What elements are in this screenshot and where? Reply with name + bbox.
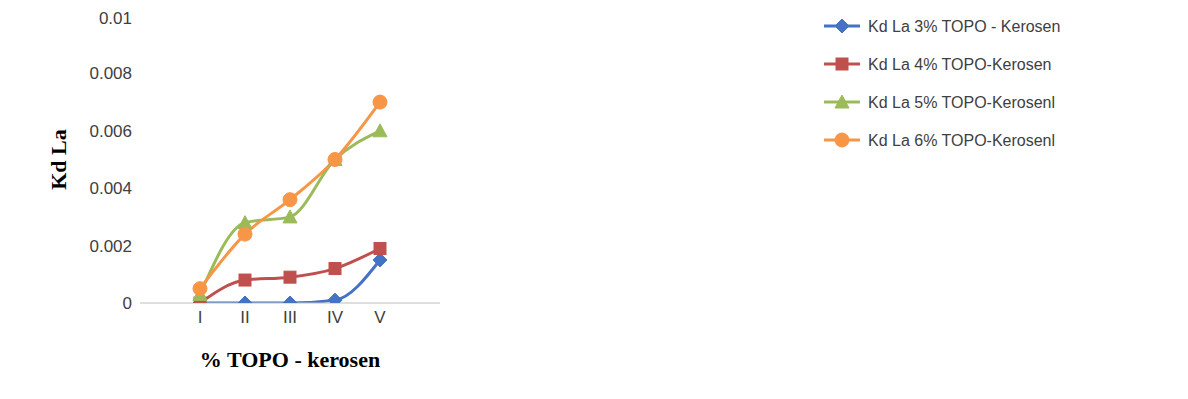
svg-text:V: V (374, 308, 386, 327)
svg-text:Kd La: Kd La (46, 129, 71, 190)
svg-text:IV: IV (327, 308, 344, 327)
svg-text:0.006: 0.006 (89, 122, 132, 141)
svg-text:0.01: 0.01 (99, 9, 132, 28)
svg-text:0: 0 (123, 294, 132, 313)
svg-text:% TOPO - kerosen: % TOPO - kerosen (200, 347, 380, 372)
svg-text:Kd La 5% TOPO-Kerosenl: Kd La 5% TOPO-Kerosenl (868, 94, 1055, 111)
svg-text:0.002: 0.002 (89, 237, 132, 256)
svg-text:Kd La 4% TOPO-Kerosen: Kd La 4% TOPO-Kerosen (868, 56, 1052, 73)
svg-text:II: II (240, 308, 249, 327)
svg-text:III: III (283, 308, 297, 327)
svg-text:I: I (198, 308, 203, 327)
svg-text:0.008: 0.008 (89, 64, 132, 83)
svg-text:Kd La 6% TOPO-Kerosenl: Kd La 6% TOPO-Kerosenl (868, 132, 1055, 149)
svg-text:0.004: 0.004 (89, 179, 132, 198)
svg-text:Kd La 3% TOPO - Kerosen: Kd La 3% TOPO - Kerosen (868, 18, 1060, 35)
